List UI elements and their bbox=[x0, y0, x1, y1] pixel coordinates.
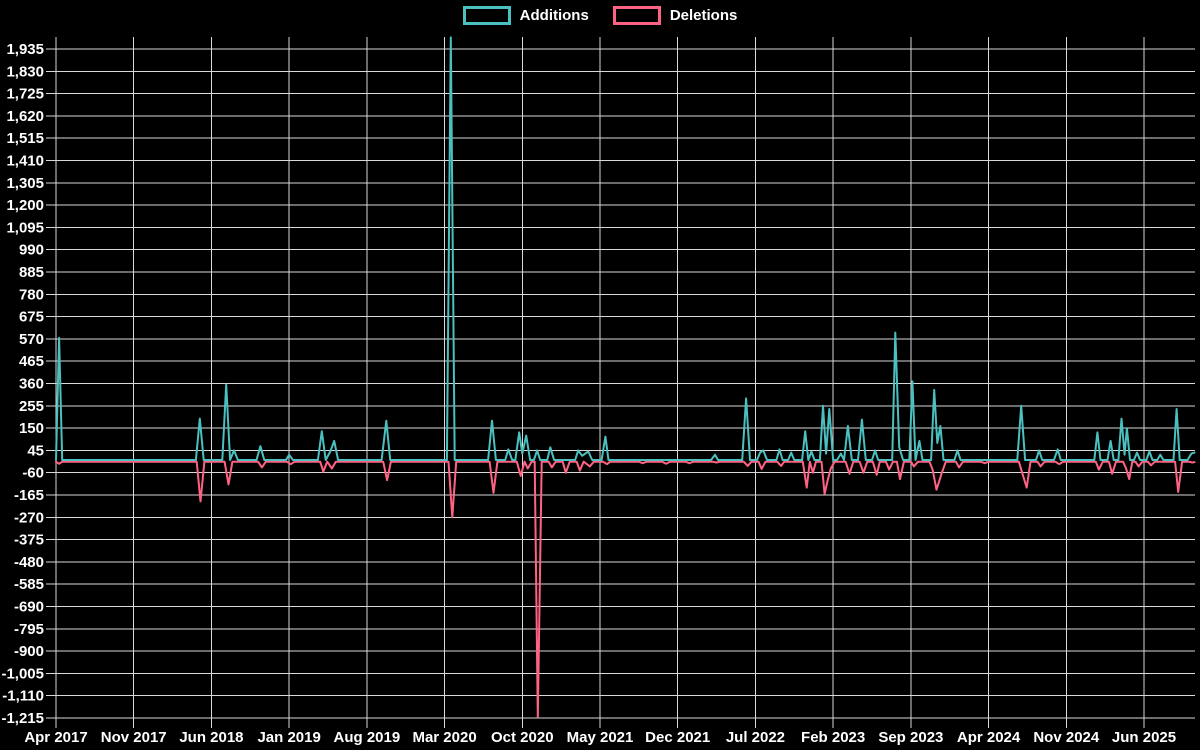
y-tick-label: 570 bbox=[19, 331, 44, 348]
y-tick-label: -1,215 bbox=[1, 710, 44, 727]
y-tick-label: 255 bbox=[19, 398, 44, 415]
legend-label-deletions: Deletions bbox=[669, 7, 738, 24]
x-tick-label: Jun 2018 bbox=[179, 729, 243, 746]
additions-swatch-icon bbox=[462, 6, 511, 25]
y-tick-label: 1,725 bbox=[6, 86, 44, 103]
horizontal-gridlines bbox=[46, 48, 1195, 719]
legend-item-additions[interactable]: Additions bbox=[462, 6, 589, 25]
y-tick-label: 1,305 bbox=[6, 175, 44, 192]
y-tick-label: -1,110 bbox=[2, 688, 44, 705]
chart-legend: Additions Deletions bbox=[0, 6, 1200, 25]
x-axis-tick-labels: Apr 2017 Nov 2017 Jun 2018 Jan 2019 Aug 2019… bbox=[24, 729, 1176, 746]
y-tick-label: 780 bbox=[19, 286, 44, 303]
y-tick-label: -270 bbox=[14, 509, 44, 526]
y-tick-label: 1,830 bbox=[6, 63, 44, 80]
x-tick-label: Apr 2024 bbox=[957, 729, 1021, 746]
x-tick-label: Nov 2017 bbox=[101, 729, 167, 746]
deletions-line bbox=[55, 460, 1196, 718]
y-tick-label: 1,515 bbox=[6, 130, 44, 147]
x-tick-label: May 2021 bbox=[567, 729, 634, 746]
y-tick-label: -795 bbox=[14, 621, 44, 638]
legend-item-deletions[interactable]: Deletions bbox=[612, 6, 738, 25]
y-tick-label: -900 bbox=[14, 643, 44, 660]
y-tick-label: 990 bbox=[19, 242, 44, 259]
y-tick-label: -690 bbox=[14, 599, 44, 616]
y-tick-label: -60 bbox=[22, 465, 44, 482]
data-series-lines bbox=[55, 36, 1196, 718]
x-tick-label: Apr 2017 bbox=[24, 729, 87, 746]
x-tick-label: Aug 2019 bbox=[334, 729, 401, 746]
x-tick-label: Jul 2022 bbox=[726, 729, 785, 746]
y-tick-label: 1,620 bbox=[6, 108, 44, 125]
y-tick-label: -165 bbox=[14, 487, 44, 504]
y-tick-label: -375 bbox=[14, 532, 44, 549]
x-tick-label: Dec 2021 bbox=[645, 729, 710, 746]
y-tick-label: -480 bbox=[14, 554, 44, 571]
y-tick-label: 150 bbox=[19, 420, 44, 437]
y-tick-label: 1,935 bbox=[6, 41, 44, 58]
additions-line bbox=[55, 36, 1196, 461]
y-tick-label: 1,410 bbox=[6, 153, 44, 170]
x-tick-label: Jan 2019 bbox=[257, 729, 320, 746]
x-tick-label: Nov 2024 bbox=[1033, 729, 1100, 746]
y-tick-label: 675 bbox=[19, 309, 44, 326]
y-axis-tick-labels: 1,935 1,830 1,725 1,620 1,515 1,410 1,305 1,200… bbox=[1, 41, 44, 727]
deletions-swatch-icon bbox=[612, 6, 661, 25]
y-tick-label: -1,005 bbox=[1, 665, 44, 682]
y-tick-label: -585 bbox=[14, 576, 44, 593]
y-tick-label: 45 bbox=[27, 442, 44, 459]
y-tick-label: 1,095 bbox=[6, 219, 44, 236]
legend-label-additions: Additions bbox=[519, 7, 589, 24]
y-tick-label: 1,200 bbox=[6, 197, 44, 214]
y-tick-label: 465 bbox=[19, 353, 44, 370]
x-tick-label: Jun 2025 bbox=[1112, 729, 1176, 746]
x-tick-label: Oct 2020 bbox=[491, 729, 554, 746]
y-tick-label: 360 bbox=[19, 376, 44, 393]
x-tick-label: Sep 2023 bbox=[878, 729, 943, 746]
x-tick-label: Mar 2020 bbox=[412, 729, 476, 746]
y-tick-label: 885 bbox=[19, 264, 44, 281]
vertical-gridlines bbox=[55, 37, 1145, 728]
x-tick-label: Feb 2023 bbox=[801, 729, 865, 746]
